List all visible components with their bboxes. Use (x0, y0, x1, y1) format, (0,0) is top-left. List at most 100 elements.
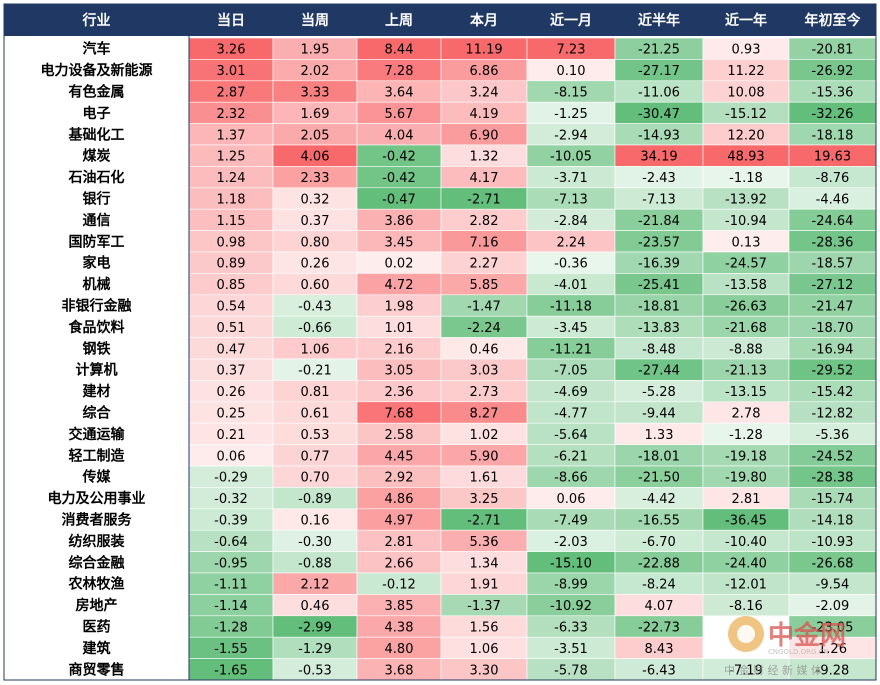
cell-value: -0.21 (298, 364, 332, 379)
cell-value: 4.19 (470, 107, 499, 122)
industry-cell (4, 166, 189, 188)
cell-value: 1.98 (385, 300, 414, 315)
cell-value: -4.01 (554, 278, 588, 293)
cell-value: -26.63 (725, 300, 767, 315)
industry-label: 有色金属 (69, 84, 125, 101)
industry-label: 家电 (83, 255, 111, 272)
cell-value: 2.27 (470, 257, 499, 272)
industry-label: 食品饮料 (69, 319, 125, 336)
header-cell (789, 4, 876, 36)
cell-value: -26.68 (812, 556, 854, 571)
cell-value: -18.18 (812, 128, 854, 143)
cell-value: -6.70 (642, 535, 676, 550)
cell-value: -26.92 (812, 64, 854, 79)
cell-value: -9.44 (642, 407, 676, 422)
cell-value: -10.94 (725, 214, 767, 229)
cell-value: -10.92 (550, 599, 592, 614)
cell-value: -2.99 (298, 621, 332, 636)
cell-value: -10.40 (725, 535, 767, 550)
cell-value: 4.07 (645, 599, 674, 614)
industry-cell (4, 615, 189, 638)
industry-cell (4, 273, 189, 295)
cell-value: 11.19 (465, 43, 502, 58)
cell-value: 3.33 (301, 86, 330, 101)
industry-label: 房地产 (76, 597, 118, 614)
cell-value: 8.44 (385, 43, 414, 58)
industry-label: 建筑 (83, 640, 111, 657)
cell-value: 6.86 (470, 64, 499, 79)
cell-value: 0.61 (301, 407, 330, 422)
industry-label: 石油石化 (68, 169, 125, 186)
cell-value: 7.23 (557, 43, 586, 58)
cell-value: -9.54 (816, 578, 850, 593)
cell-value: -6.33 (554, 621, 588, 636)
cell-value: -5.36 (816, 428, 850, 443)
industry-label: 商贸零售 (69, 661, 125, 678)
cell-value: -0.32 (214, 492, 248, 507)
cell-value: 0.60 (301, 278, 330, 293)
cell-value: 7.16 (470, 235, 499, 250)
cell-value: -0.43 (298, 300, 332, 315)
cell-value: 1.32 (470, 150, 499, 165)
cell-value: -8.24 (642, 578, 676, 593)
column-header: 近一年 (725, 12, 767, 29)
cell-value: -1.14 (214, 599, 248, 614)
cell-value: 7.28 (385, 64, 414, 79)
cell-value: -2.84 (554, 214, 588, 229)
cell-value: 0.06 (217, 449, 246, 464)
industry-cell (4, 187, 189, 210)
cell-value: -3.71 (554, 171, 588, 186)
cell-value: 1.95 (301, 43, 330, 58)
cell-value: -0.88 (298, 556, 332, 571)
cell-value: 0.06 (557, 492, 586, 507)
cell-value: -2.94 (554, 128, 588, 143)
column-header: 上周 (385, 13, 413, 29)
cell-value: 0.77 (301, 449, 330, 464)
industry-cell (4, 294, 189, 317)
cell-value: -8.99 (554, 578, 588, 593)
cell-value: -0.36 (554, 257, 588, 272)
cell-value: -0.42 (382, 171, 416, 186)
cell-value: -1.28 (214, 621, 248, 636)
cell-value: 2.87 (217, 86, 246, 101)
cell-value: 3.85 (385, 599, 414, 614)
cell-value: 0.81 (301, 385, 330, 400)
cell-value: -0.66 (298, 321, 332, 336)
cell-value: -7.49 (554, 514, 588, 529)
cell-value: -19.18 (725, 449, 767, 464)
cell-value: -0.39 (214, 514, 248, 529)
cell-value: 0.37 (301, 214, 330, 229)
cell-value: 0.21 (217, 428, 246, 443)
industry-cell (4, 316, 189, 338)
cell-value: 19.63 (814, 150, 851, 165)
cell-value: 4.06 (301, 150, 330, 165)
cell-value: -28.38 (812, 471, 854, 486)
cell-value: -9.28 (816, 663, 850, 678)
industry-label: 轻工制造 (69, 447, 125, 464)
industry-label: 综合 (83, 405, 112, 422)
cell-value: -25.41 (638, 278, 680, 293)
cell-value: 2.16 (385, 342, 414, 357)
industry-label: 农林牧渔 (68, 576, 125, 593)
cell-value: 2.81 (732, 492, 761, 507)
header-cell (273, 4, 357, 36)
cell-value: 12.20 (727, 128, 764, 143)
cell-value: 2.58 (385, 428, 414, 443)
industry-cell (4, 102, 189, 124)
cell-value: 2.92 (385, 471, 414, 486)
cell-value: -14.18 (812, 514, 854, 529)
watermark-caption: 中 金 财 经 新 媒 体 (724, 663, 822, 677)
cell-value: 0.80 (301, 235, 330, 250)
column-header: 行业 (82, 12, 111, 29)
cell-value: -1.18 (729, 171, 763, 186)
cell-value: -27.17 (638, 64, 680, 79)
industry-label: 非银行金融 (62, 298, 132, 315)
cell-value: -8.48 (642, 342, 676, 357)
cell-value: -23.05 (812, 621, 854, 636)
cell-value: -1.28 (729, 428, 763, 443)
cell-value: 2.82 (470, 214, 499, 229)
cell-value: -22.88 (638, 556, 680, 571)
cell-value: -4.69 (554, 385, 588, 400)
cell-value: 34.19 (640, 150, 677, 165)
industry-cell (4, 573, 189, 595)
